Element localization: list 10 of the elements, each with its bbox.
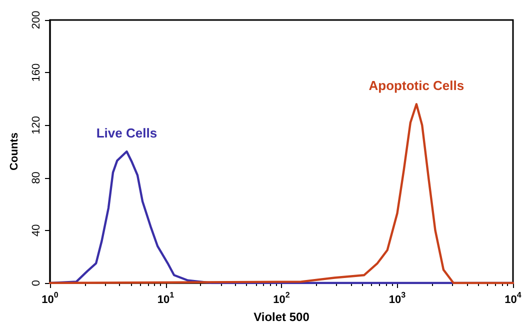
y-tick-label: 40 [30,224,42,237]
series-label: Live Cells [96,126,158,140]
y-tick-label: 0 [30,280,42,286]
y-axis-title: Counts [8,132,20,170]
y-tick-label: 120 [30,116,42,134]
y-tick-label: 80 [30,172,42,184]
y-tick-label: 160 [30,63,42,82]
x-axis-title: Violet 500 [254,310,310,324]
series-label: Apoptotic Cells [368,78,464,94]
y-tick-label: 200 [30,10,42,30]
